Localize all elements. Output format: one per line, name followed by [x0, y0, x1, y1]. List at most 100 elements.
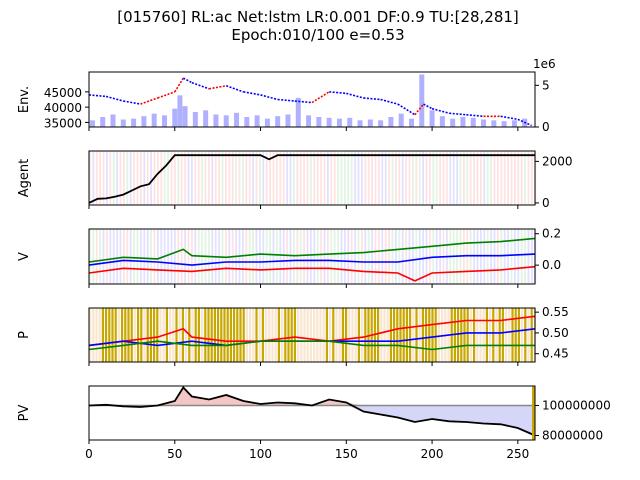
value-band — [89, 229, 91, 284]
value-band — [303, 229, 305, 284]
policy-band — [236, 308, 239, 362]
price-segment — [260, 94, 278, 101]
policy-band — [309, 308, 312, 362]
volume-bar — [450, 118, 456, 127]
agent-band — [452, 151, 455, 205]
agent-band — [272, 151, 275, 205]
policy-band — [165, 308, 168, 362]
value-band — [265, 229, 268, 284]
policy-band — [284, 308, 287, 362]
volume-bar — [223, 115, 229, 127]
policy-band — [127, 308, 130, 362]
agent-band — [238, 151, 241, 205]
policy-band — [367, 308, 370, 362]
agent-band — [126, 151, 129, 205]
value-band — [425, 229, 428, 284]
agent-band — [95, 151, 98, 205]
policy-band — [505, 308, 508, 362]
agent-band — [493, 151, 496, 205]
volume-bar — [275, 116, 281, 127]
value-band — [106, 229, 108, 284]
volume-bar — [316, 117, 322, 127]
policy-band — [249, 308, 252, 362]
policy-band — [482, 308, 485, 362]
price-segment — [363, 97, 381, 101]
policy-band — [95, 308, 98, 362]
pv-series-line — [88, 386, 536, 437]
policy-band — [501, 308, 504, 362]
policy-band — [92, 308, 95, 362]
value-band — [119, 229, 122, 284]
policy-band — [386, 308, 389, 362]
policy-band — [463, 308, 466, 362]
value-band — [388, 229, 390, 284]
agent-band — [357, 151, 360, 205]
policy-band — [197, 308, 200, 362]
agent-band — [316, 151, 319, 205]
value-ylabel: V — [17, 252, 32, 261]
policy-band — [281, 308, 284, 362]
policy-band — [105, 308, 108, 362]
value-band — [316, 229, 319, 284]
policy-band — [175, 308, 178, 362]
agent-band — [214, 151, 217, 205]
pv-xtick-label: 0 — [85, 447, 93, 461]
price-segment — [191, 81, 210, 90]
pv-edge-marker — [532, 386, 535, 440]
policy-band — [351, 308, 354, 362]
policy-band — [169, 308, 172, 362]
value-band — [248, 229, 251, 284]
agent-band — [255, 151, 258, 205]
agent-band — [180, 151, 183, 205]
agent-band — [167, 151, 169, 205]
agent-band — [486, 151, 489, 205]
policy-band — [204, 308, 207, 362]
price-segment — [123, 100, 141, 105]
policy-band — [111, 308, 114, 362]
env-ytick-left-label: 40000 — [44, 101, 82, 115]
policy-band — [380, 308, 383, 362]
volume-bar — [491, 120, 497, 127]
agent-band — [248, 151, 251, 205]
policy-band — [306, 308, 309, 362]
policy-band — [265, 308, 268, 362]
agent-band — [466, 151, 469, 205]
agent-band — [483, 151, 486, 205]
policy-band — [492, 308, 495, 362]
env-ytick-left-label: 45000 — [44, 86, 82, 100]
value-band — [252, 229, 254, 284]
policy-band — [274, 308, 277, 362]
agent-band — [262, 151, 265, 205]
agent-band — [367, 151, 370, 205]
value-band — [259, 229, 261, 284]
agent-band — [89, 151, 91, 205]
agent-band — [109, 151, 112, 205]
policy-band — [229, 308, 232, 362]
policy-band — [124, 308, 127, 362]
policy-ytick-label: 0.55 — [542, 305, 569, 319]
agent-frame — [88, 150, 536, 206]
volume-bar — [161, 115, 167, 127]
agent-band — [517, 151, 520, 205]
agent-band — [330, 151, 333, 205]
agent-band — [228, 151, 231, 205]
volume-bar — [419, 74, 425, 127]
policy-band — [338, 308, 341, 362]
agent-band — [296, 151, 299, 205]
value-band — [517, 229, 520, 284]
price-segment — [88, 94, 107, 98]
value-band — [327, 229, 329, 284]
policy-band — [207, 308, 210, 362]
policy-band — [133, 308, 136, 362]
agent-band — [490, 151, 492, 205]
price-segment — [311, 91, 330, 104]
env-frame — [88, 71, 536, 128]
value-band — [384, 229, 387, 284]
price-segment — [423, 103, 433, 110]
agent-band — [218, 151, 220, 205]
value-frame — [88, 228, 536, 285]
price-segment — [517, 118, 532, 127]
agent-band — [395, 151, 397, 205]
agent-band — [157, 151, 159, 205]
policy-band — [194, 308, 197, 362]
